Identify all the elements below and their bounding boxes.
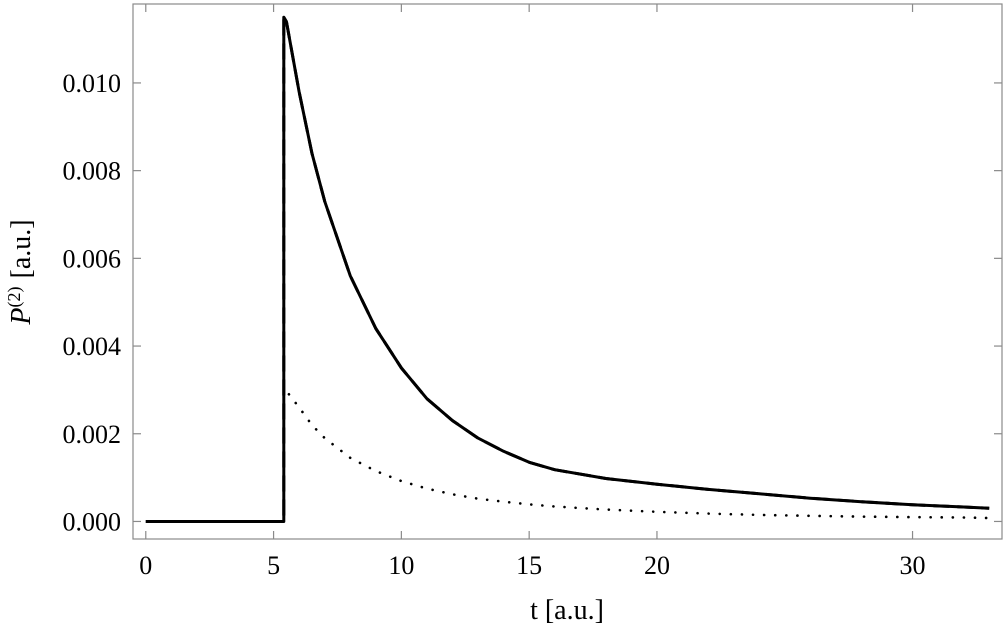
x-tick-label: 20 xyxy=(644,551,670,580)
x-tick-label: 5 xyxy=(267,551,280,580)
y-tick-label: 0.004 xyxy=(63,332,122,361)
x-tick-label: 0 xyxy=(139,551,152,580)
tick-labels: 0 5 10 15 20 30 0.000 0.002 0.004 0.006 0.008 0.010 xyxy=(63,69,926,580)
y-tick-label: 0.000 xyxy=(63,507,122,536)
y-axis-label-symbol: P xyxy=(6,307,37,325)
x-tick-label: 10 xyxy=(388,551,414,580)
series-line-solid xyxy=(145,15,990,523)
x-tick-label: 30 xyxy=(900,551,926,580)
ticks xyxy=(133,4,1002,539)
series-group xyxy=(145,15,991,523)
y-tick-label: 0.008 xyxy=(63,157,122,186)
x-tick-label: 15 xyxy=(516,551,542,580)
y-tick-label: 0.006 xyxy=(63,244,122,273)
plot-frame xyxy=(132,3,1003,540)
series-line-dashed xyxy=(145,15,990,523)
y-axis-label-unit: [a.u.] xyxy=(6,219,37,278)
y-axis-label-superscript: (2) xyxy=(4,286,25,307)
y-tick-label: 0.002 xyxy=(63,420,122,449)
x-axis-label: t [a.u.] xyxy=(530,595,604,626)
y-tick-label: 0.010 xyxy=(63,69,122,98)
series-line-dotted xyxy=(287,393,991,520)
y-axis-label: P(2) [a.u.] xyxy=(4,219,37,325)
